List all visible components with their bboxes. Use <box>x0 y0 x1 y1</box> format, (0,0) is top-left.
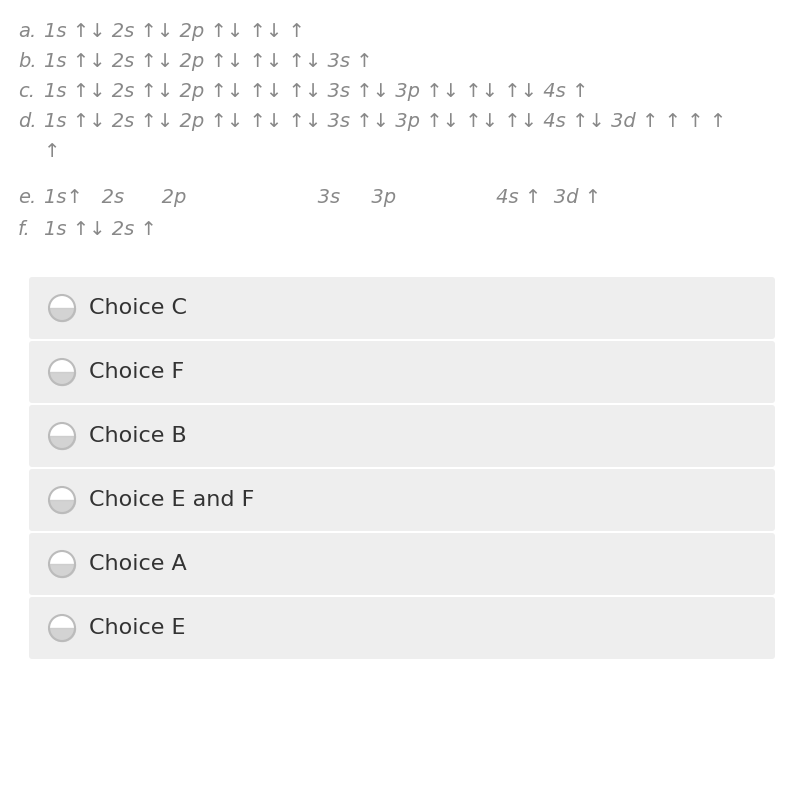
Text: Choice F: Choice F <box>89 362 184 382</box>
Text: 1s↑   2s      2p                     3s     3p                4s ↑  3d ↑: 1s↑ 2s 2p 3s 3p 4s ↑ 3d ↑ <box>44 188 601 207</box>
Text: Choice E: Choice E <box>89 618 186 638</box>
Text: 1s ↑↓ 2s ↑↓ 2p ↑↓ ↑↓ ↑↓ 3s ↑: 1s ↑↓ 2s ↑↓ 2p ↑↓ ↑↓ ↑↓ 3s ↑ <box>44 52 373 71</box>
Circle shape <box>49 295 75 321</box>
FancyBboxPatch shape <box>29 597 775 659</box>
FancyBboxPatch shape <box>29 405 775 467</box>
Text: 1s ↑↓ 2s ↑↓ 2p ↑↓ ↑↓ ↑↓ 3s ↑↓ 3p ↑↓ ↑↓ ↑↓ 4s ↑↓ 3d ↑ ↑ ↑ ↑: 1s ↑↓ 2s ↑↓ 2p ↑↓ ↑↓ ↑↓ 3s ↑↓ 3p ↑↓ ↑↓ ↑… <box>44 112 726 131</box>
Text: c.: c. <box>18 82 35 101</box>
FancyBboxPatch shape <box>29 341 775 403</box>
Circle shape <box>49 359 75 385</box>
Text: Choice A: Choice A <box>89 554 186 574</box>
Circle shape <box>49 615 75 641</box>
Circle shape <box>49 423 75 449</box>
Text: 1s ↑↓ 2s ↑↓ 2p ↑↓ ↑↓ ↑↓ 3s ↑↓ 3p ↑↓ ↑↓ ↑↓ 4s ↑: 1s ↑↓ 2s ↑↓ 2p ↑↓ ↑↓ ↑↓ 3s ↑↓ 3p ↑↓ ↑↓ ↑… <box>44 82 588 101</box>
Text: e.: e. <box>18 188 36 207</box>
Text: Choice E and F: Choice E and F <box>89 490 254 510</box>
FancyBboxPatch shape <box>29 533 775 595</box>
FancyBboxPatch shape <box>29 277 775 339</box>
Text: 1s ↑↓ 2s ↑: 1s ↑↓ 2s ↑ <box>44 220 157 239</box>
Text: ↑: ↑ <box>44 142 60 161</box>
Circle shape <box>49 487 75 513</box>
Circle shape <box>49 551 75 577</box>
Text: Choice B: Choice B <box>89 426 186 446</box>
FancyBboxPatch shape <box>29 469 775 531</box>
Text: f.: f. <box>18 220 30 239</box>
Text: Choice C: Choice C <box>89 298 187 318</box>
Text: d.: d. <box>18 112 37 131</box>
Text: b.: b. <box>18 52 37 71</box>
Text: a.: a. <box>18 22 36 41</box>
Text: 1s ↑↓ 2s ↑↓ 2p ↑↓ ↑↓ ↑: 1s ↑↓ 2s ↑↓ 2p ↑↓ ↑↓ ↑ <box>44 22 305 41</box>
